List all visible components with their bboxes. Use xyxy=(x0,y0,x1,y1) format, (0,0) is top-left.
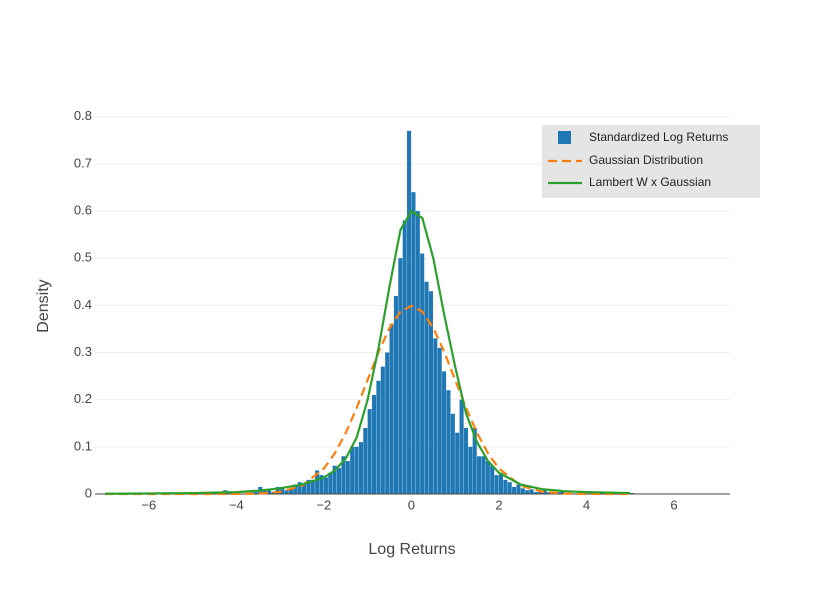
histogram-bar xyxy=(328,472,333,494)
histogram-bar xyxy=(358,442,363,494)
histogram-bar xyxy=(428,291,433,494)
x-tick-label: 6 xyxy=(670,497,677,512)
histogram-bar xyxy=(350,446,355,494)
histogram-bar xyxy=(367,409,372,494)
histogram-bar xyxy=(393,295,398,494)
histogram-bar xyxy=(363,427,368,494)
histogram-bar xyxy=(262,489,267,494)
legend-label: Gaussian Distribution xyxy=(589,153,703,167)
histogram-bar xyxy=(293,484,298,494)
histogram-bar xyxy=(323,477,328,494)
histogram-bar xyxy=(345,460,350,494)
histogram-bar xyxy=(437,347,442,494)
histogram-bar xyxy=(538,491,543,494)
y-tick-label: 0.5 xyxy=(74,250,92,265)
histogram-bar xyxy=(516,484,521,494)
histogram-bar xyxy=(560,490,565,494)
histogram-bar xyxy=(468,446,473,494)
histogram-bar xyxy=(459,399,464,494)
histogram-bar xyxy=(389,324,394,494)
histogram-bar xyxy=(477,456,482,494)
histogram-bar xyxy=(310,479,315,494)
histogram-bar xyxy=(380,366,385,494)
x-axis-title: Log Returns xyxy=(368,541,455,558)
histogram-bar xyxy=(420,253,425,494)
y-axis-title: Density xyxy=(35,279,52,332)
histogram-bar xyxy=(354,446,359,494)
histogram-bar xyxy=(525,490,530,494)
y-tick-label: 0.6 xyxy=(74,202,92,217)
legend-label: Standardized Log Returns xyxy=(589,130,728,144)
legend: Standardized Log Returns Gaussian Distrib… xyxy=(542,125,760,198)
x-tick-label: −4 xyxy=(229,497,244,512)
histogram-bar xyxy=(306,479,311,494)
x-tick-label: 4 xyxy=(583,497,590,512)
y-tick-label: 0.3 xyxy=(74,344,92,359)
histogram-bar xyxy=(433,338,438,494)
histogram-bar xyxy=(520,488,525,494)
histogram-bar xyxy=(446,390,451,494)
histogram-bar xyxy=(297,482,302,494)
histogram-bar xyxy=(301,484,307,494)
y-tick-label: 0 xyxy=(85,485,92,500)
histogram-bar xyxy=(275,486,280,494)
histogram-bar xyxy=(372,394,377,494)
histogram-bar xyxy=(337,468,342,494)
histogram-bar xyxy=(512,486,517,494)
x-tick-label: −6 xyxy=(141,497,156,512)
histogram-bar xyxy=(481,456,486,494)
histogram-bar xyxy=(284,490,289,494)
histogram-bar xyxy=(253,492,258,494)
histogram-bar xyxy=(442,371,447,494)
histogram-bar xyxy=(402,220,407,495)
line-series xyxy=(105,209,631,495)
legend-swatch xyxy=(558,131,571,144)
legend-label: Lambert W x Gaussian xyxy=(589,175,711,189)
histogram-bar xyxy=(498,472,504,494)
histogram-bar xyxy=(385,352,390,494)
histogram-bar xyxy=(529,489,534,494)
y-tick-label: 0.8 xyxy=(74,108,92,123)
histogram-bar xyxy=(533,492,539,494)
histogram-bar xyxy=(424,281,429,494)
histogram-bar xyxy=(490,465,495,494)
line-series xyxy=(105,304,631,496)
histogram-bar xyxy=(542,489,547,494)
histogram-bar xyxy=(341,456,346,494)
y-tick-label: 0.1 xyxy=(74,438,92,453)
x-tick-label: 0 xyxy=(408,497,415,512)
histogram-bar xyxy=(507,482,512,494)
histogram-bar xyxy=(450,413,455,494)
histogram-bar xyxy=(455,432,460,494)
y-tick-label: 0.2 xyxy=(74,391,92,406)
histogram-bar xyxy=(398,258,403,494)
histogram-bar xyxy=(266,490,272,494)
histogram-bar xyxy=(407,130,412,494)
histogram-bar xyxy=(376,380,381,494)
x-tick-label: 2 xyxy=(495,497,502,512)
x-tick-label: −2 xyxy=(316,497,331,512)
histogram-bar xyxy=(315,470,320,494)
histogram-bar xyxy=(485,460,490,494)
histogram-bar xyxy=(332,465,337,494)
histogram-bar xyxy=(280,486,285,494)
y-tick-label: 0.4 xyxy=(74,297,92,312)
histogram-bar xyxy=(319,475,324,494)
histogram-bar xyxy=(415,211,420,494)
y-tick-label: 0.7 xyxy=(74,155,92,170)
histogram-bar xyxy=(463,427,468,494)
histogram-bar xyxy=(472,427,477,494)
histogram-bar xyxy=(288,488,293,494)
histogram-bar xyxy=(411,192,416,494)
histogram-bar xyxy=(503,479,508,494)
histogram-bar xyxy=(494,475,499,494)
